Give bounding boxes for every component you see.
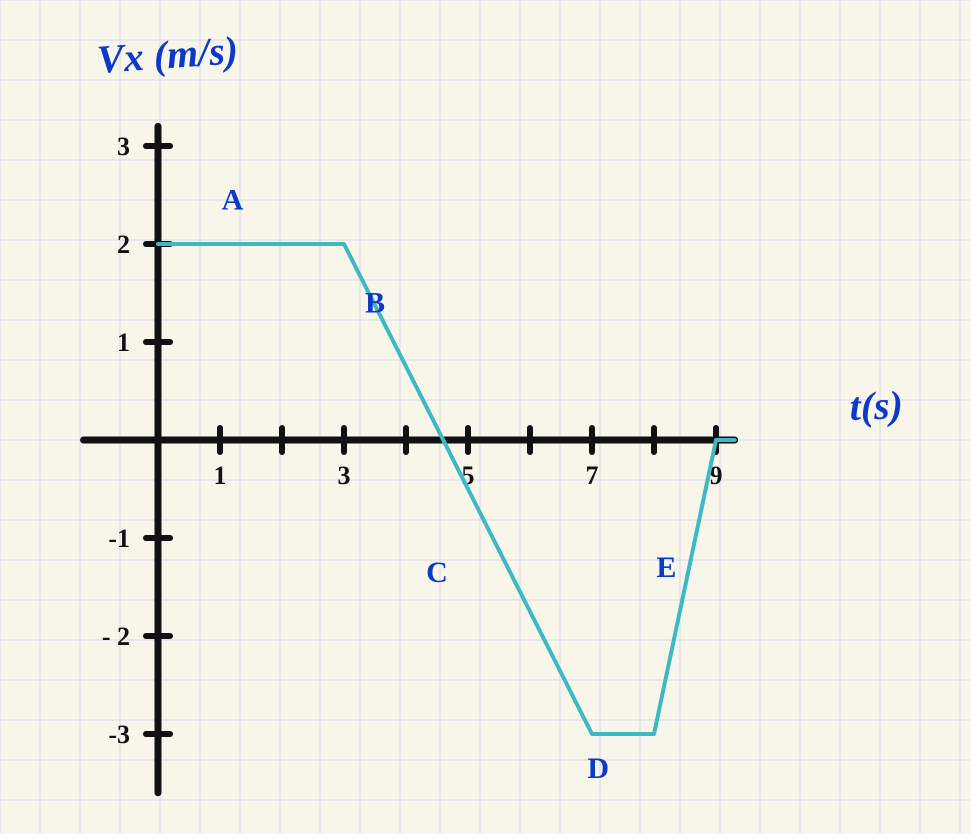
segment-labels: A B C D E bbox=[222, 184, 677, 785]
y-axis-title: Vx (m/s) bbox=[95, 27, 239, 82]
y-tick-label: 3 bbox=[117, 132, 130, 161]
segment-label-e: E bbox=[656, 551, 676, 584]
velocity-line bbox=[158, 244, 735, 734]
segment-label-b: B bbox=[365, 287, 385, 320]
x-tick-label: 1 bbox=[214, 461, 227, 490]
y-tick-label: 2 bbox=[117, 230, 130, 259]
y-tick-label: 1 bbox=[117, 328, 130, 357]
x-tick-label: 7 bbox=[586, 461, 599, 490]
segment-label-a: A bbox=[222, 184, 244, 217]
axes bbox=[84, 126, 735, 792]
velocity-time-chart: 13579 -3- 2-1123 ABCDE Vx (m/s)t(s) bbox=[0, 0, 971, 834]
y-tick-label: - 2 bbox=[102, 622, 130, 651]
x-axis-title: t(s) bbox=[849, 382, 904, 429]
y-tick-label: -3 bbox=[108, 720, 130, 749]
segment-label-d: D bbox=[587, 752, 609, 785]
data-series bbox=[158, 244, 735, 734]
x-tick-label: 3 bbox=[338, 461, 351, 490]
segment-label-c: C bbox=[426, 556, 448, 589]
axis-titles: Vx (m/s) t(s) bbox=[95, 27, 903, 429]
y-tick-label: -1 bbox=[108, 524, 130, 553]
grid bbox=[0, 0, 971, 834]
